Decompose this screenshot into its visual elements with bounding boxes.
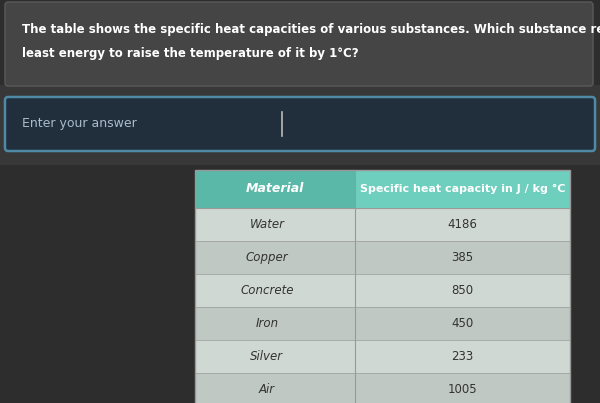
Text: Copper: Copper [245, 251, 289, 264]
Bar [195, 274, 355, 307]
Bar [355, 340, 570, 373]
Text: 4186: 4186 [448, 218, 478, 231]
Text: Material: Material [246, 183, 304, 195]
Text: Water: Water [250, 218, 284, 231]
Bar [195, 170, 355, 208]
Bar [355, 373, 570, 403]
Text: Enter your answer: Enter your answer [22, 118, 137, 131]
Text: The table shows the specific heat capacities of various substances. Which substa: The table shows the specific heat capaci… [22, 23, 600, 36]
Bar [355, 241, 570, 274]
Text: 850: 850 [451, 284, 473, 297]
Text: 1005: 1005 [448, 383, 478, 396]
FancyBboxPatch shape [5, 97, 595, 151]
Bar [355, 208, 570, 241]
FancyBboxPatch shape [5, 2, 593, 86]
Text: least energy to raise the temperature of it by 1°C?: least energy to raise the temperature of… [22, 47, 359, 60]
Text: Specific heat capacity in J / kg °C: Specific heat capacity in J / kg °C [360, 184, 565, 194]
Bar [0, 85, 600, 165]
Bar [195, 170, 570, 403]
Bar [195, 170, 570, 403]
Bar [195, 340, 355, 373]
Text: Silver: Silver [250, 350, 284, 363]
Bar [355, 307, 570, 340]
Bar [195, 241, 355, 274]
Text: Concrete: Concrete [240, 284, 294, 297]
Bar [195, 373, 355, 403]
Text: 450: 450 [451, 317, 473, 330]
Bar [195, 307, 355, 340]
Bar [355, 274, 570, 307]
Bar [195, 208, 355, 241]
Text: Air: Air [259, 383, 275, 396]
Text: 385: 385 [451, 251, 473, 264]
Text: 233: 233 [451, 350, 473, 363]
Bar [355, 170, 570, 208]
Text: Iron: Iron [256, 317, 278, 330]
